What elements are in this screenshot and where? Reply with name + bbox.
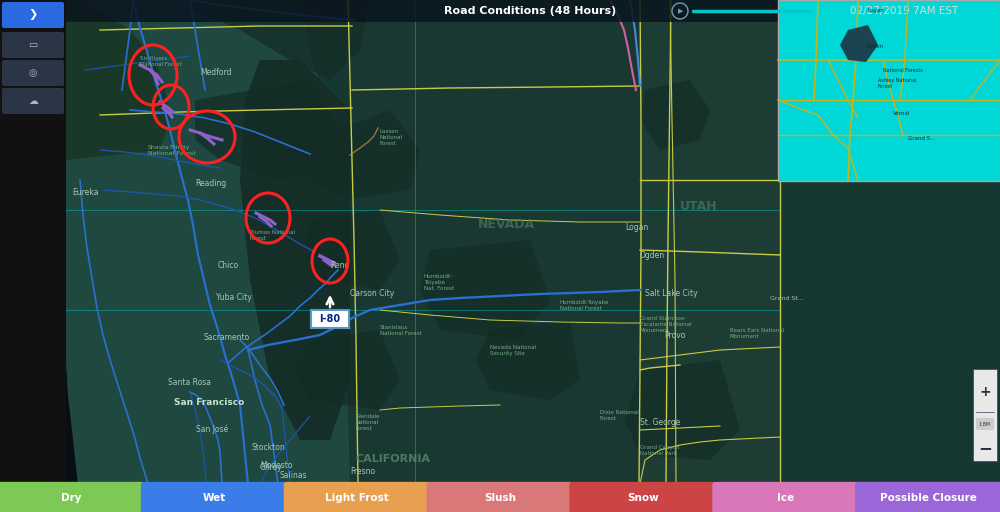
Bar <box>778 0 1000 181</box>
Text: Modesto: Modesto <box>260 461 292 470</box>
Text: Gilroy: Gilroy <box>260 463 283 472</box>
Text: Humboldt-Toiyabe
National Forest: Humboldt-Toiyabe National Forest <box>560 300 610 311</box>
Text: Logan: Logan <box>868 8 885 13</box>
FancyBboxPatch shape <box>973 369 997 461</box>
FancyBboxPatch shape <box>284 482 431 512</box>
Text: −: − <box>978 439 992 457</box>
Text: Plumas National
Forest: Plumas National Forest <box>250 230 295 241</box>
Text: Chico: Chico <box>218 261 239 270</box>
Text: San José: San José <box>196 424 228 434</box>
Text: Ogden: Ogden <box>866 44 884 49</box>
Text: Reading: Reading <box>195 179 226 188</box>
Text: Grand St...: Grand St... <box>770 296 804 301</box>
Text: Ogden: Ogden <box>640 251 665 260</box>
Text: Dixie National
Forest: Dixie National Forest <box>600 410 639 421</box>
Text: Winema
National Forest: Winema National Forest <box>330 0 372 1</box>
Polygon shape <box>475 320 580 400</box>
Text: ▶: ▶ <box>678 9 683 14</box>
Text: Vernal: Vernal <box>893 111 910 116</box>
Text: Salinas: Salinas <box>280 471 308 480</box>
Polygon shape <box>420 240 550 340</box>
Polygon shape <box>840 25 878 62</box>
Text: National Forests: National Forests <box>883 68 923 73</box>
Text: Lassen
National
Forest: Lassen National Forest <box>380 130 403 146</box>
Text: Santa Rosa: Santa Rosa <box>168 378 211 387</box>
Text: Snow: Snow <box>627 493 659 503</box>
FancyBboxPatch shape <box>141 482 288 512</box>
Text: Reno: Reno <box>330 261 349 270</box>
Polygon shape <box>310 110 420 200</box>
FancyBboxPatch shape <box>2 2 64 28</box>
Text: Ashley National
Forest: Ashley National Forest <box>878 78 916 89</box>
Text: Bears Ears National
Monument: Bears Ears National Monument <box>730 328 784 339</box>
Text: Six Rivers
National Forest: Six Rivers National Forest <box>140 56 182 67</box>
Text: Slush: Slush <box>484 493 516 503</box>
Text: UTAH: UTAH <box>680 200 718 213</box>
FancyBboxPatch shape <box>311 310 349 328</box>
Polygon shape <box>240 60 380 440</box>
Text: 1:8M: 1:8M <box>979 421 991 426</box>
Text: Eureka: Eureka <box>72 188 98 197</box>
Text: Medford: Medford <box>200 68 232 77</box>
Polygon shape <box>66 0 350 484</box>
Text: Light Frost: Light Frost <box>325 493 389 503</box>
Bar <box>976 418 994 430</box>
Polygon shape <box>640 80 710 150</box>
Text: San Francisco: San Francisco <box>174 398 244 407</box>
Text: Stanislaus
National Forest: Stanislaus National Forest <box>380 325 422 336</box>
Text: I-80: I-80 <box>319 314 341 324</box>
Polygon shape <box>195 80 340 180</box>
Text: Possible Closure: Possible Closure <box>880 493 977 503</box>
Text: Rogue River
- Siskiyou
National Forest: Rogue River - Siskiyou National Forest <box>178 0 220 1</box>
Text: Provo: Provo <box>664 331 685 340</box>
Text: Stockton: Stockton <box>252 443 286 452</box>
FancyBboxPatch shape <box>855 482 1000 512</box>
Text: St. George: St. George <box>640 418 680 427</box>
Polygon shape <box>305 210 400 290</box>
Text: ❯: ❯ <box>28 10 38 20</box>
Text: Glendale
National
Forest: Glendale National Forest <box>356 414 380 431</box>
FancyBboxPatch shape <box>569 482 716 512</box>
FancyBboxPatch shape <box>0 482 145 512</box>
Text: ▭: ▭ <box>28 40 38 50</box>
Text: ☁: ☁ <box>28 96 38 106</box>
Text: Carson City: Carson City <box>350 289 394 298</box>
Polygon shape <box>640 0 780 484</box>
Text: Logan: Logan <box>625 223 648 232</box>
Text: Yuba City: Yuba City <box>216 293 252 302</box>
Polygon shape <box>66 0 78 484</box>
Polygon shape <box>350 0 780 484</box>
FancyBboxPatch shape <box>2 32 64 58</box>
Text: NEVADA: NEVADA <box>478 218 535 231</box>
Text: Fresno: Fresno <box>350 467 375 476</box>
Polygon shape <box>195 0 370 80</box>
Text: Grand Canyon
National Park: Grand Canyon National Park <box>640 445 680 456</box>
Text: Humboldt-
Toiyabe
Nat. Forest: Humboldt- Toiyabe Nat. Forest <box>424 274 454 291</box>
FancyBboxPatch shape <box>427 482 573 512</box>
Text: ◎: ◎ <box>29 68 37 78</box>
Bar <box>778 0 1000 22</box>
FancyBboxPatch shape <box>2 60 64 86</box>
Text: Ice: Ice <box>777 493 794 503</box>
Text: Salt Lake City: Salt Lake City <box>645 289 698 298</box>
Polygon shape <box>66 0 170 160</box>
Text: CALIFORNIA: CALIFORNIA <box>355 454 430 464</box>
FancyBboxPatch shape <box>2 88 64 114</box>
FancyBboxPatch shape <box>712 482 859 512</box>
Text: Nevada National
Security Site: Nevada National Security Site <box>490 345 536 356</box>
Text: Wet: Wet <box>203 493 226 503</box>
Text: Grand Staircase-
Escalante National
Monument: Grand Staircase- Escalante National Monu… <box>640 316 692 333</box>
Bar <box>0 0 66 512</box>
Text: Dry: Dry <box>61 493 82 503</box>
Text: +: + <box>979 385 991 399</box>
Polygon shape <box>625 360 740 460</box>
Bar <box>66 0 778 22</box>
Polygon shape <box>295 330 400 410</box>
Text: 02/27/2019 7AM EST: 02/27/2019 7AM EST <box>850 6 958 16</box>
Text: Sacramento: Sacramento <box>204 333 250 342</box>
Text: Road Conditions (48 Hours): Road Conditions (48 Hours) <box>444 6 616 16</box>
Polygon shape <box>66 350 76 484</box>
Text: Shasta-Trinity
National Forest: Shasta-Trinity National Forest <box>148 145 196 156</box>
Text: Grand S...: Grand S... <box>908 136 936 141</box>
